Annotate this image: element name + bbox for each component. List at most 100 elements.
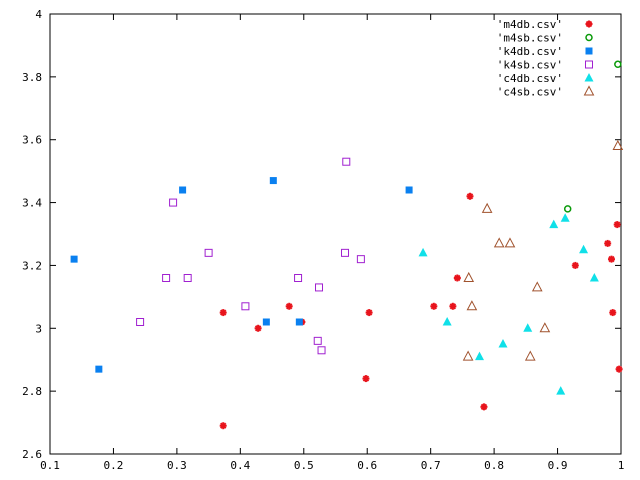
data-point <box>612 139 624 150</box>
legend-marker <box>585 47 593 55</box>
data-point <box>262 318 270 326</box>
data-point <box>589 273 599 282</box>
data-point <box>613 221 621 229</box>
data-point <box>579 244 589 254</box>
legend-marker <box>583 85 595 96</box>
tick-labels: 0.1 0.2 0.3 0.4 0.5 0.6 0.7 0.8 0.9 1 2.6 2.8 3 3.2 3.… <box>22 8 624 472</box>
data-point <box>604 239 612 247</box>
data-point <box>463 271 475 282</box>
data-point <box>498 339 508 348</box>
data-point <box>556 386 566 395</box>
legend-marker <box>584 73 594 82</box>
data-point <box>449 302 457 310</box>
data-point <box>523 323 533 332</box>
y-tick-label: 3.2 <box>22 259 42 272</box>
data-point <box>480 403 488 411</box>
data-point <box>493 237 505 248</box>
data-point <box>362 375 370 383</box>
y-tick-label: 2.6 <box>22 448 42 461</box>
data-points <box>70 60 624 430</box>
data-point <box>466 300 478 311</box>
series-2 <box>70 177 413 373</box>
legend-label: 'k4db.csv' <box>497 45 563 58</box>
data-point <box>219 422 227 430</box>
data-point <box>609 309 617 317</box>
data-point <box>95 365 103 373</box>
data-point <box>549 219 559 229</box>
legend-label: 'm4db.csv' <box>497 18 563 31</box>
series-3 <box>136 157 365 355</box>
data-point <box>418 247 428 257</box>
legend-marker <box>585 20 593 28</box>
legend-label: 'c4sb.csv' <box>497 86 563 99</box>
plot-frame <box>49 13 622 455</box>
data-point <box>254 324 262 332</box>
data-point <box>269 177 277 185</box>
data-point <box>356 255 365 264</box>
data-point <box>313 336 322 345</box>
legend-marker <box>585 33 593 42</box>
data-point <box>563 205 572 213</box>
series-4 <box>418 213 599 395</box>
x-tick-label: 0.6 <box>357 459 377 472</box>
legend-label: 'c4db.csv' <box>497 72 563 85</box>
y-tick-label: 3.4 <box>22 197 42 210</box>
x-tick-label: 0.9 <box>548 459 568 472</box>
data-point <box>453 274 461 282</box>
data-point <box>504 237 516 248</box>
legend: 'm4db.csv''m4sb.csv''k4db.csv''k4sb.csv'… <box>497 18 595 99</box>
data-point <box>179 186 187 194</box>
data-point <box>481 202 493 213</box>
data-point <box>241 302 250 311</box>
y-tick-label: 2.8 <box>22 385 42 398</box>
data-point <box>442 317 452 326</box>
data-point <box>162 274 171 282</box>
data-point <box>136 318 145 326</box>
data-point <box>475 351 485 361</box>
x-tick-label: 0.4 <box>230 459 250 472</box>
x-tick-label: 0.1 <box>40 459 60 472</box>
data-point <box>430 302 438 310</box>
legend-label: 'm4sb.csv' <box>497 32 563 45</box>
data-point <box>571 261 579 269</box>
x-tick-label: 0.5 <box>294 459 314 472</box>
data-point <box>524 350 536 361</box>
data-point <box>341 248 350 257</box>
series-0 <box>219 192 623 430</box>
data-point <box>219 309 227 317</box>
x-tick-label: 0.3 <box>167 459 187 472</box>
x-tick-label: 1 <box>618 459 625 472</box>
data-point <box>295 318 303 326</box>
legend-marker <box>585 60 593 69</box>
x-tick-label: 0.2 <box>104 459 124 472</box>
data-point <box>531 281 543 292</box>
series-5 <box>462 139 624 361</box>
data-point <box>70 255 78 263</box>
data-point <box>405 186 413 194</box>
data-point <box>204 248 213 257</box>
series-1 <box>563 60 622 213</box>
data-point <box>560 213 570 222</box>
data-point <box>342 157 351 166</box>
data-point <box>615 365 623 373</box>
y-tick-label: 3 <box>35 322 42 335</box>
data-point <box>169 198 178 207</box>
y-tick-label: 3.6 <box>22 134 42 147</box>
x-tick-label: 0.7 <box>421 459 441 472</box>
data-point <box>285 302 293 310</box>
data-point <box>365 309 373 317</box>
data-point <box>315 283 324 292</box>
data-point <box>462 350 474 361</box>
data-point <box>294 274 303 282</box>
y-tick-label: 3.8 <box>22 71 42 84</box>
x-tick-label: 0.8 <box>484 459 504 472</box>
legend-label: 'k4sb.csv' <box>497 59 563 72</box>
data-point <box>466 192 474 200</box>
data-point <box>539 322 551 333</box>
data-point <box>183 274 192 282</box>
data-point <box>614 60 622 69</box>
axis-ticks <box>49 13 622 455</box>
data-point <box>317 346 326 355</box>
data-point <box>607 255 615 263</box>
